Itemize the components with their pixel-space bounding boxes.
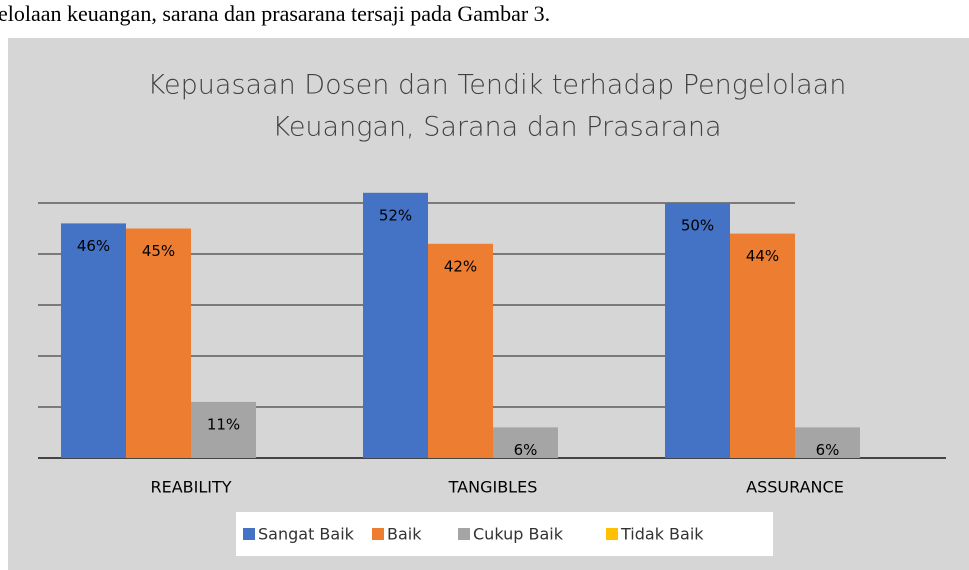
x-tick-label: TANGIBLES [448, 478, 538, 497]
bar [795, 427, 860, 458]
chart-title: Keuangan, Sarana dan Prasarana [272, 112, 721, 143]
bar [493, 427, 558, 458]
chart-title: Kepuasaan Dosen dan Tendik terhadap Peng… [148, 70, 847, 101]
legend-swatch [458, 528, 470, 540]
legend-swatch [606, 528, 618, 540]
caption: elolaan keuangan, sarana dan prasarana t… [0, 1, 550, 26]
legend-box [236, 512, 773, 556]
legend-swatch [243, 528, 255, 540]
bar [191, 401, 256, 458]
legend-swatch [372, 528, 384, 540]
data-label: 52% [379, 206, 412, 224]
bar [61, 223, 126, 458]
bar [428, 243, 493, 458]
x-tick-label: REABILITY [150, 478, 231, 497]
data-label: 6% [514, 441, 538, 459]
bar [665, 203, 730, 458]
legend-label: Tidak Baik [620, 525, 704, 544]
bar [363, 192, 428, 459]
legend-label: Sangat Baik [258, 525, 355, 544]
data-label: 44% [746, 247, 779, 265]
data-label: 45% [142, 242, 175, 260]
legend-label: Cukup Baik [473, 525, 564, 544]
x-tick-label: ASSURANCE [746, 478, 844, 497]
bar [126, 228, 191, 458]
data-label: 11% [207, 415, 240, 433]
legend-label: Baik [387, 525, 422, 544]
data-label: 42% [444, 257, 477, 275]
data-label: 46% [77, 237, 110, 255]
data-label: 6% [816, 441, 840, 459]
bar [730, 233, 795, 458]
data-label: 50% [681, 217, 714, 235]
